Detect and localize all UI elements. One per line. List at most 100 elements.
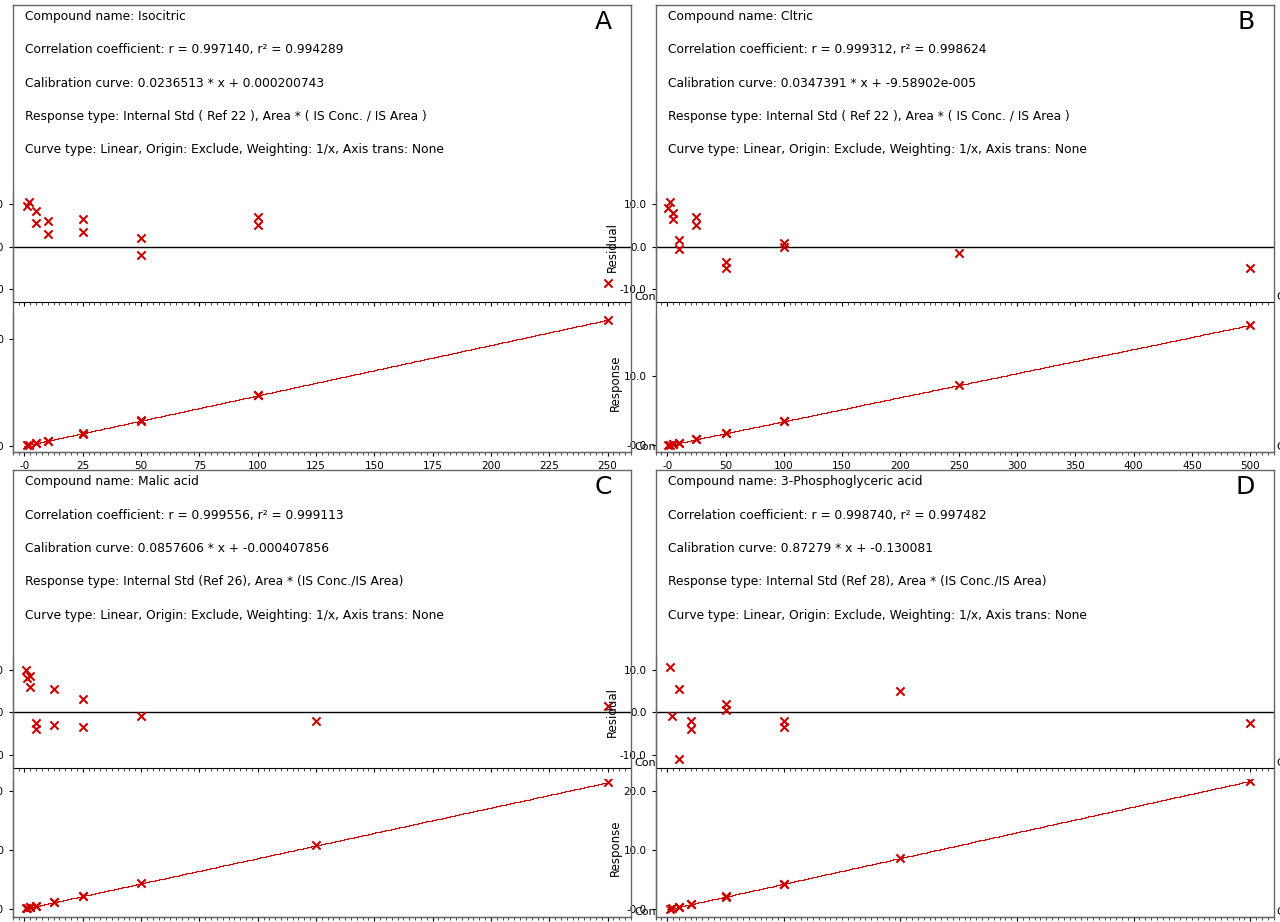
Point [131,413,151,428]
Point [663,212,684,227]
Point [247,388,268,403]
Point [668,751,689,766]
Point [890,850,910,865]
Point [15,901,36,916]
Point [73,889,93,904]
Point [20,668,41,683]
Point [890,683,910,698]
Point [773,414,794,429]
Point [658,201,678,216]
Point [716,426,736,441]
Point [20,900,41,915]
Point [948,246,969,261]
Point [20,900,41,915]
Y-axis label: Response: Response [609,820,622,877]
Point [668,900,689,915]
Text: Compound name: Malic acid: Compound name: Malic acid [26,475,198,489]
Point [668,681,689,696]
Point [773,876,794,891]
Point [17,670,37,685]
Text: Curve type: Linear, Origin: Exclude, Weighting: 1/x, Axis trans: None: Curve type: Linear, Origin: Exclude, Wei… [668,143,1087,156]
Point [26,715,46,730]
Point [659,437,680,452]
Point [773,235,794,250]
Point [44,717,64,732]
Point [19,438,40,453]
Point [131,248,151,263]
Point [716,889,736,904]
Point [686,209,707,224]
Point [1240,317,1261,332]
Point [773,876,794,891]
Point [598,276,618,290]
Point [659,195,680,209]
Point [1240,261,1261,276]
Point [26,722,46,737]
Text: A: A [595,10,612,34]
Point [686,219,707,233]
Point [663,437,684,452]
Point [26,899,46,914]
Text: Curve type: Linear, Origin: Exclude, Weighting: 1/x, Axis trans: None: Curve type: Linear, Origin: Exclude, Wei… [26,609,444,621]
Point [948,378,969,393]
Point [37,433,58,448]
Point [668,242,689,256]
Text: Conc: Conc [634,758,662,767]
Text: Response type: Internal Std (Ref 26), Area * (IS Conc./IS Area): Response type: Internal Std (Ref 26), Ar… [26,575,403,588]
Point [716,703,736,717]
Point [26,216,46,230]
Point [668,435,689,450]
Text: Correlation coefficient: r = 0.997140, r² = 0.994289: Correlation coefficient: r = 0.997140, r… [26,43,343,56]
Text: Conc: Conc [634,907,662,917]
Point [773,720,794,735]
Point [73,720,93,735]
Point [668,233,689,248]
Point [26,436,46,451]
Point [73,426,93,441]
Point [659,660,680,675]
Text: Conc: Conc [1276,442,1280,452]
Point [662,709,682,724]
Point [659,902,680,916]
Point [26,899,46,914]
Point [716,696,736,711]
Point [17,199,37,214]
Text: Response type: Internal Std ( Ref 22 ), Area * ( IS Conc. / IS Area ): Response type: Internal Std ( Ref 22 ), … [26,110,428,123]
Point [680,897,700,912]
Point [131,709,151,724]
Point [15,662,36,677]
Point [131,413,151,428]
Point [131,876,151,891]
Point [247,219,268,233]
Point [598,313,618,327]
Text: Calibration curve: 0.0347391 * x + -9.58902e-005: Calibration curve: 0.0347391 * x + -9.58… [668,77,977,89]
Point [680,722,700,737]
Point [73,889,93,904]
Text: Conc: Conc [1276,292,1280,302]
Point [44,895,64,910]
Text: Curve type: Linear, Origin: Exclude, Weighting: 1/x, Axis trans: None: Curve type: Linear, Origin: Exclude, Wei… [26,143,444,156]
Point [716,889,736,904]
Point [37,214,58,229]
Point [658,438,678,453]
Point [247,209,268,224]
Point [73,426,93,441]
Point [37,433,58,448]
Point [73,224,93,239]
Text: Conc: Conc [634,292,662,302]
Text: Correlation coefficient: r = 0.998740, r² = 0.997482: Correlation coefficient: r = 0.998740, r… [668,509,987,522]
Point [686,431,707,446]
Point [663,206,684,220]
Y-axis label: Response: Response [609,355,622,411]
Point [73,692,93,707]
Point [773,414,794,429]
Point [17,438,37,453]
Point [37,227,58,242]
Point [716,261,736,276]
Text: Compound name: 3-Phosphoglyceric acid: Compound name: 3-Phosphoglyceric acid [668,475,923,489]
Point [247,387,268,402]
Text: D: D [1235,475,1256,499]
Point [26,203,46,218]
Point [19,195,40,209]
Point [1240,715,1261,730]
